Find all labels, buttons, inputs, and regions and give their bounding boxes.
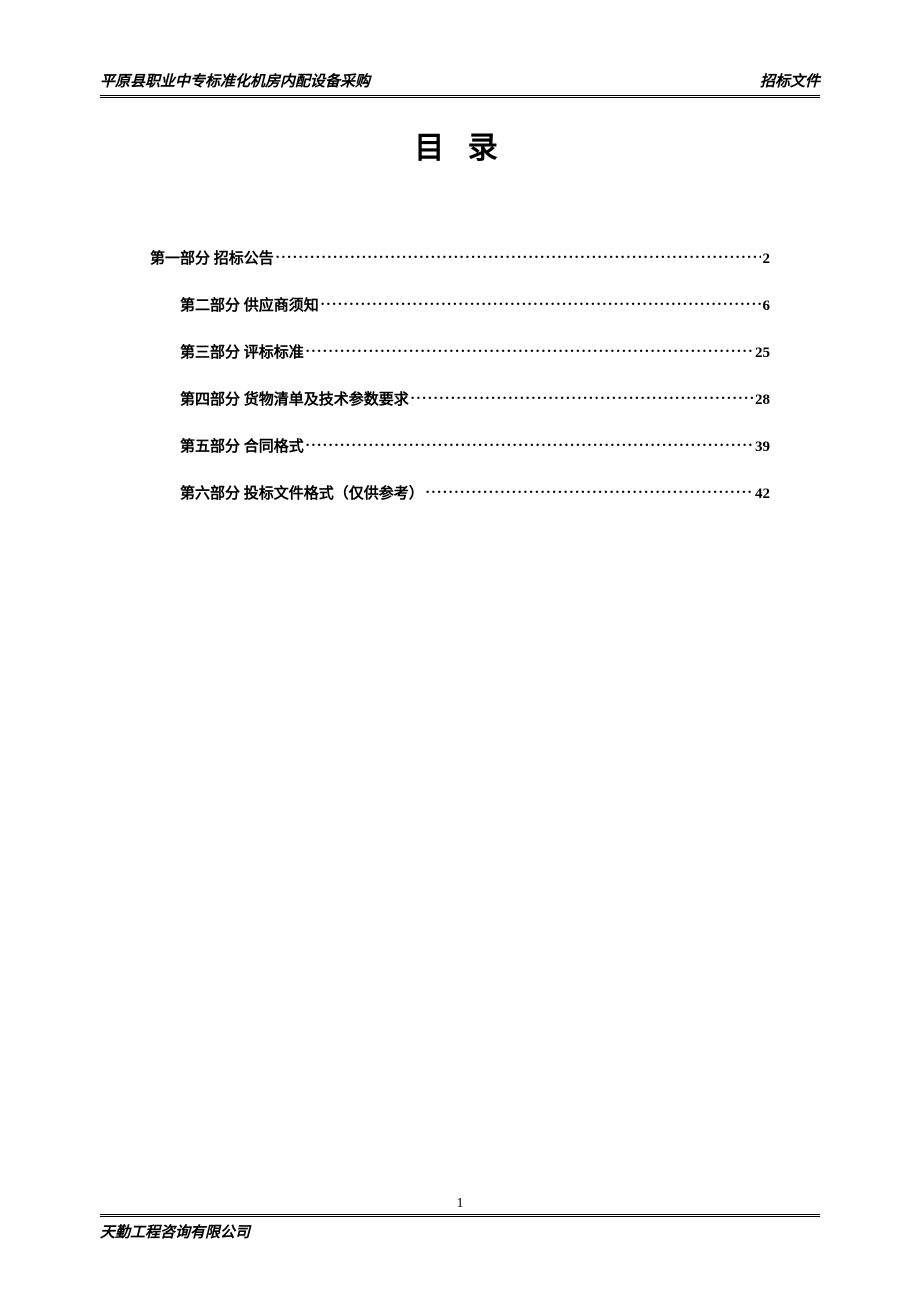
toc-leader-dots: [321, 295, 761, 310]
toc-leader-dots: [306, 342, 753, 357]
toc-leader-dots: [411, 389, 753, 404]
toc-label: 第四部分 货物清单及技术参数要求: [180, 388, 409, 409]
toc-label: 第二部分 供应商须知: [180, 294, 319, 315]
page-footer: 1 天勤工程咨询有限公司: [100, 1196, 820, 1242]
toc-label: 第三部分 评标标准: [180, 341, 304, 362]
toc-item: 第四部分 货物清单及技术参数要求 28: [180, 388, 770, 409]
toc-label: 第一部分 招标公告: [150, 247, 274, 268]
footer-company-name: 天勤工程咨询有限公司: [100, 1225, 250, 1241]
table-of-contents: 第一部分 招标公告 2 第二部分 供应商须知 6 第三部分 评标标准 25 第四…: [100, 247, 820, 503]
header-doc-type: 招标文件: [760, 70, 820, 91]
toc-page-number: 39: [755, 439, 770, 456]
toc-page-number: 2: [763, 251, 771, 268]
toc-label: 第六部分 投标文件格式（仅供参考）: [180, 482, 424, 503]
toc-page-number: 25: [755, 345, 770, 362]
toc-item: 第六部分 投标文件格式（仅供参考） 42: [180, 482, 770, 503]
toc-page-number: 42: [755, 486, 770, 503]
toc-label: 第五部分 合同格式: [180, 435, 304, 456]
toc-page-number: 28: [755, 392, 770, 409]
document-page: 平原县职业中专标准化机房内配设备采购 招标文件 目 录 第一部分 招标公告 2 …: [0, 0, 920, 1302]
toc-item: 第三部分 评标标准 25: [180, 341, 770, 362]
toc-page-number: 6: [763, 298, 771, 315]
page-title: 目 录: [100, 123, 820, 167]
page-header: 平原县职业中专标准化机房内配设备采购 招标文件: [100, 70, 820, 98]
header-project-name: 平原县职业中专标准化机房内配设备采购: [100, 70, 370, 91]
footer-divider: 天勤工程咨询有限公司: [100, 1214, 820, 1242]
toc-leader-dots: [306, 436, 753, 451]
toc-item: 第二部分 供应商须知 6: [180, 294, 770, 315]
toc-item: 第五部分 合同格式 39: [180, 435, 770, 456]
toc-leader-dots: [426, 483, 753, 498]
page-number: 1: [100, 1196, 820, 1212]
toc-item: 第一部分 招标公告 2: [150, 247, 770, 268]
toc-leader-dots: [276, 248, 761, 263]
